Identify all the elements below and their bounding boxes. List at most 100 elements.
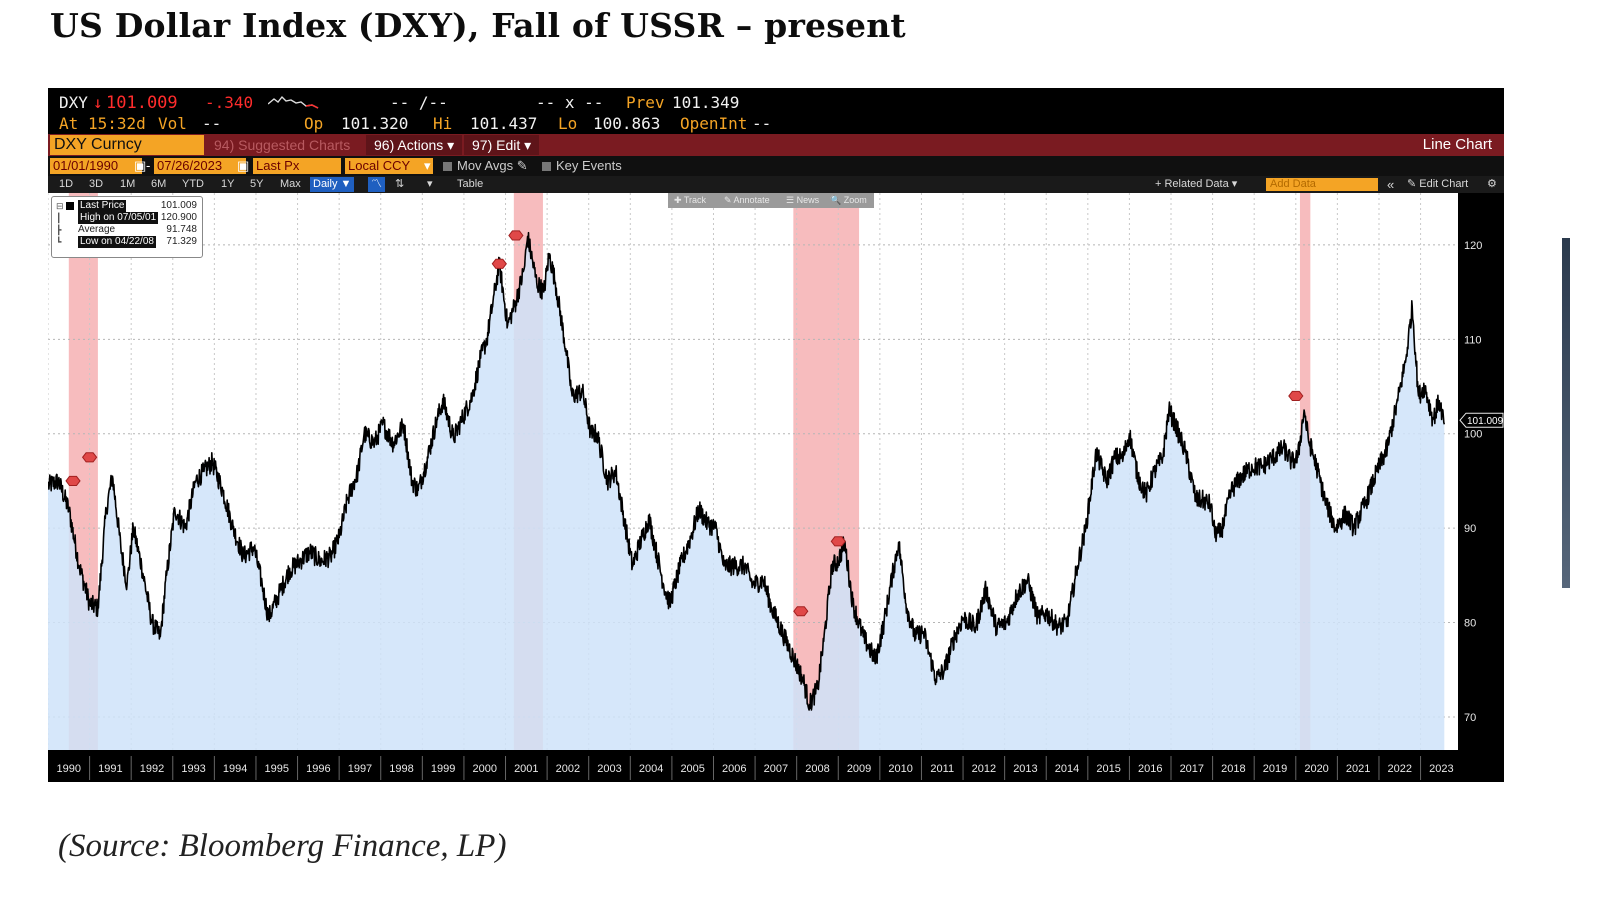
zoom-tool[interactable]: 🔍 Zoom [830, 195, 867, 205]
prev-value: 101.349 [672, 93, 740, 112]
checkbox-icon [443, 162, 452, 171]
end-date-input[interactable]: 07/26/2023 [154, 158, 246, 174]
y-tick-label: 110 [1464, 334, 1482, 346]
x-tick-label: 2020 [1304, 763, 1328, 775]
openint-value: -- [752, 114, 772, 133]
sparkline-icon [268, 95, 319, 109]
price-chart [48, 193, 1458, 750]
mov-avgs-toggle[interactable]: Mov Avgs ✎ [443, 158, 528, 174]
event-marker-icon [830, 536, 846, 547]
period-1m[interactable]: 1M [120, 178, 136, 190]
add-data-input[interactable]: Add Data [1266, 178, 1378, 191]
x-tick-label: 1991 [98, 763, 122, 775]
plot-area[interactable]: ✚ Track ✎ Annotate ☰ News 🔍 Zoom ⊟ ┃ ┣ ┗ La… [48, 193, 1458, 750]
y-tick-label: 80 [1464, 618, 1476, 630]
bid-ask-size: -- x -- [536, 93, 604, 112]
event-marker-icon [491, 258, 507, 269]
ticker: DXY [59, 93, 88, 112]
chart-legend: ⊟ ┃ ┣ ┗ Last Price 101.009 High on 07/05/01… [51, 196, 203, 258]
openint-label: OpenInt [680, 114, 748, 133]
actions-menu[interactable]: 96) Actions ▾ [366, 135, 463, 155]
x-tick-label: 2006 [722, 763, 746, 775]
last-price-label: 101.009 [1467, 416, 1504, 427]
x-tick-label: 2004 [639, 763, 663, 775]
period-1d[interactable]: 1D [59, 178, 74, 190]
legend-label: Low on 04/22/08 [78, 236, 156, 248]
x-tick-label: 2023 [1429, 763, 1453, 775]
y-tick-label: 70 [1464, 712, 1476, 724]
price-area [48, 232, 1445, 750]
x-tick-label: 2012 [972, 763, 996, 775]
chevron-down-icon[interactable]: ▾ [427, 178, 433, 190]
legend-value: 71.329 [166, 236, 197, 247]
x-axis: 1990 1991 1992 1993 1994 1995 1996 1997 1998 1999… [48, 750, 1463, 782]
field-select[interactable]: Last Px [253, 158, 341, 174]
bar-style-icon[interactable]: ⇅ [395, 178, 405, 190]
legend-label: High on 07/05/01 [78, 212, 159, 224]
calendar-icon[interactable]: ▣ [134, 158, 147, 173]
calendar-icon[interactable]: ▣ [237, 158, 250, 173]
source-note: (Source: Bloomberg Finance, LP) [58, 828, 507, 864]
x-tick-label: 1999 [431, 763, 455, 775]
edit-chart-button[interactable]: ✎ Edit Chart [1404, 177, 1471, 192]
key-events-toggle[interactable]: Key Events [542, 158, 622, 174]
x-tick-label: 1992 [140, 763, 164, 775]
annotate-tool[interactable]: ✎ Annotate [724, 195, 770, 205]
legend-value: 120.900 [160, 212, 197, 223]
suggested-charts-button[interactable]: 94) Suggested Charts [214, 137, 351, 153]
price-line [48, 231, 1446, 711]
open-label: Op [304, 114, 324, 133]
line-style-icon[interactable]: 〽 [368, 177, 385, 192]
x-tick-label: 2022 [1388, 763, 1412, 775]
y-tick-label: 100 [1464, 429, 1482, 441]
track-tool[interactable]: ✚ Track [674, 195, 707, 205]
x-tick-label: 1995 [265, 763, 289, 775]
settings-bar: 01/01/1990 ▣ - 07/26/2023 ▣ Last Px Loca… [48, 156, 1504, 176]
high-label: Hi [433, 114, 453, 133]
legend-value: 101.009 [160, 200, 197, 211]
start-date-input[interactable]: 01/01/1990 [50, 158, 142, 174]
x-tick-label: 2014 [1055, 763, 1079, 775]
date-separator: - [146, 158, 151, 173]
x-tick-label: 2018 [1221, 763, 1245, 775]
x-tick-label: 2000 [472, 763, 496, 775]
frequency-select[interactable]: Daily ▼ [310, 177, 355, 192]
period-3d[interactable]: 3D [89, 178, 104, 190]
period-bar: 1D 3D 1M 6M YTD 1Y 5Y Max Daily ▼ 〽 ⇅ ▾ … [48, 176, 1504, 193]
price-change: -.340 [205, 93, 254, 112]
news-tool[interactable]: ☰ News [786, 195, 820, 205]
pencil-icon: ✎ [516, 158, 528, 173]
bloomberg-terminal: DXY ↓ 101.009 -.340 -- /-- -- x -- Prev … [48, 88, 1504, 782]
x-tick-label: 2005 [680, 763, 704, 775]
x-tick-label: 1996 [306, 763, 330, 775]
quote-header: DXY ↓ 101.009 -.340 -- /-- -- x -- Prev … [48, 88, 1504, 134]
table-button[interactable]: Table [457, 178, 484, 190]
period-ytd[interactable]: YTD [182, 178, 204, 190]
event-marker-icon [793, 606, 809, 617]
y-axis-labels: 70 80 90 100 110 120 101.009 [1459, 240, 1504, 724]
series-swatch [66, 202, 74, 210]
x-tick-label: 2003 [597, 763, 621, 775]
legend-label: Last Price [78, 200, 127, 212]
currency-select[interactable]: Local CCY [345, 158, 433, 174]
security-input[interactable]: DXY Curncy [50, 135, 204, 155]
last-price-tag [1459, 412, 1504, 428]
function-bar: DXY Curncy 94) Suggested Charts 96) Acti… [48, 134, 1504, 156]
period-5y[interactable]: 5Y [250, 178, 264, 190]
event-marker-icon [508, 230, 524, 241]
vol-label: Vol [158, 114, 187, 133]
collapse-icon[interactable]: « [1387, 177, 1395, 192]
chevron-down-icon[interactable]: ▾ [424, 158, 431, 173]
period-6m[interactable]: 6M [151, 178, 167, 190]
y-tick-label: 90 [1464, 523, 1476, 535]
x-tick-label: 2013 [1013, 763, 1037, 775]
bid-ask: -- /-- [390, 93, 448, 112]
gear-icon[interactable]: ⚙ [1487, 178, 1497, 190]
event-marker-icon [65, 475, 81, 486]
related-data-button[interactable]: + Related Data ▾ [1155, 178, 1238, 190]
period-max[interactable]: Max [280, 178, 301, 190]
period-1y[interactable]: 1Y [221, 178, 235, 190]
edit-menu[interactable]: 97) Edit ▾ [464, 135, 540, 155]
tree-icon: ⊟ ┃ ┣ ┗ [56, 201, 64, 247]
y-tick-label: 120 [1464, 240, 1482, 252]
